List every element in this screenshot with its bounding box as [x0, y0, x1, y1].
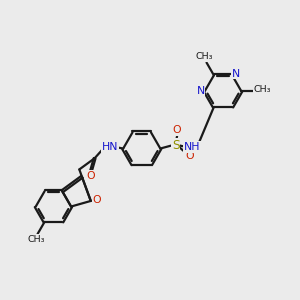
Text: CH₃: CH₃ [195, 52, 213, 61]
Text: CH₃: CH₃ [27, 235, 45, 244]
Text: S: S [172, 139, 179, 152]
Text: O: O [173, 125, 182, 135]
Text: N: N [196, 85, 205, 95]
Text: O: O [87, 171, 95, 181]
Text: CH₃: CH₃ [254, 85, 271, 94]
Text: NH: NH [184, 142, 200, 152]
Text: N: N [232, 69, 240, 79]
Text: HN: HN [102, 142, 118, 152]
Text: O: O [185, 151, 194, 160]
Text: O: O [92, 195, 101, 205]
